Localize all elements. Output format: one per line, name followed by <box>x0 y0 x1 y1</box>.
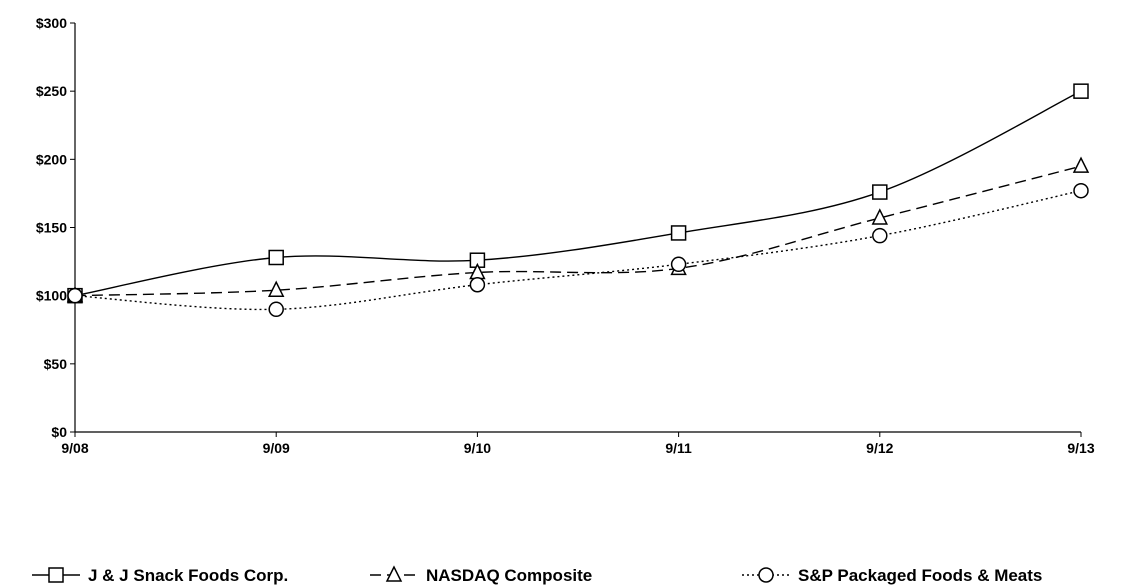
y-tick-label: $300 <box>36 15 67 31</box>
data-point-circle <box>469 277 486 293</box>
series-j-j-snack-foods-corp <box>67 83 1089 304</box>
legend-marker-circle <box>758 567 774 583</box>
legend-label: J & J Snack Foods Corp. <box>88 566 288 585</box>
x-tick-label: 9/09 <box>263 440 290 456</box>
y-tick-label: $100 <box>36 288 67 304</box>
series-line <box>74 90 1082 297</box>
legend-marker-triangle <box>385 565 403 582</box>
y-tick-label: $50 <box>44 356 68 372</box>
y-tick-label: $250 <box>36 83 67 99</box>
x-tick-label: 9/10 <box>464 440 491 456</box>
legend-item-nasdaq-composite: NASDAQ Composite <box>370 565 592 585</box>
data-point-square <box>872 184 888 200</box>
data-point-circle <box>670 256 687 273</box>
data-point-square <box>268 249 284 266</box>
axes: $0 $50 $100 $150 $200 $250 $300 9/08 9/09 9/10 9/1… <box>36 15 1095 456</box>
y-tick-label: $200 <box>36 151 67 167</box>
y-tick-label: $0 <box>51 424 67 440</box>
data-point-circle <box>1073 182 1089 199</box>
data-point-triangle <box>871 208 889 225</box>
x-tick-label: 9/11 <box>665 440 692 456</box>
series-line <box>74 190 1082 311</box>
x-tick-label: 9/08 <box>61 440 88 456</box>
series-nasdaq-composite <box>66 156 1090 303</box>
data-point-square <box>1073 83 1089 99</box>
series-line <box>74 165 1082 297</box>
data-point-circle <box>67 287 83 304</box>
legend-item-j-j-snack-foods-corp: J & J Snack Foods Corp. <box>32 566 288 585</box>
legend-item-s-p-packaged-foods-meats: S&P Packaged Foods & Meats <box>742 566 1042 585</box>
legend: J & J Snack Foods Corp. NASDAQ Composite S… <box>32 565 1042 585</box>
series-lines <box>66 83 1090 318</box>
legend-marker-square <box>48 567 64 583</box>
series-s-p-packaged-foods-meats <box>67 182 1089 318</box>
data-point-triangle <box>267 280 285 297</box>
legend-label: NASDAQ Composite <box>426 566 592 585</box>
y-tick-label: $150 <box>36 220 67 236</box>
x-tick-label: 9/13 <box>1067 440 1094 456</box>
x-tick-label: 9/12 <box>866 440 893 456</box>
data-point-circle <box>872 227 888 244</box>
legend-label: S&P Packaged Foods & Meats <box>798 566 1042 585</box>
data-point-triangle <box>1072 156 1090 173</box>
data-point-square <box>670 225 687 241</box>
data-point-circle <box>268 301 284 318</box>
